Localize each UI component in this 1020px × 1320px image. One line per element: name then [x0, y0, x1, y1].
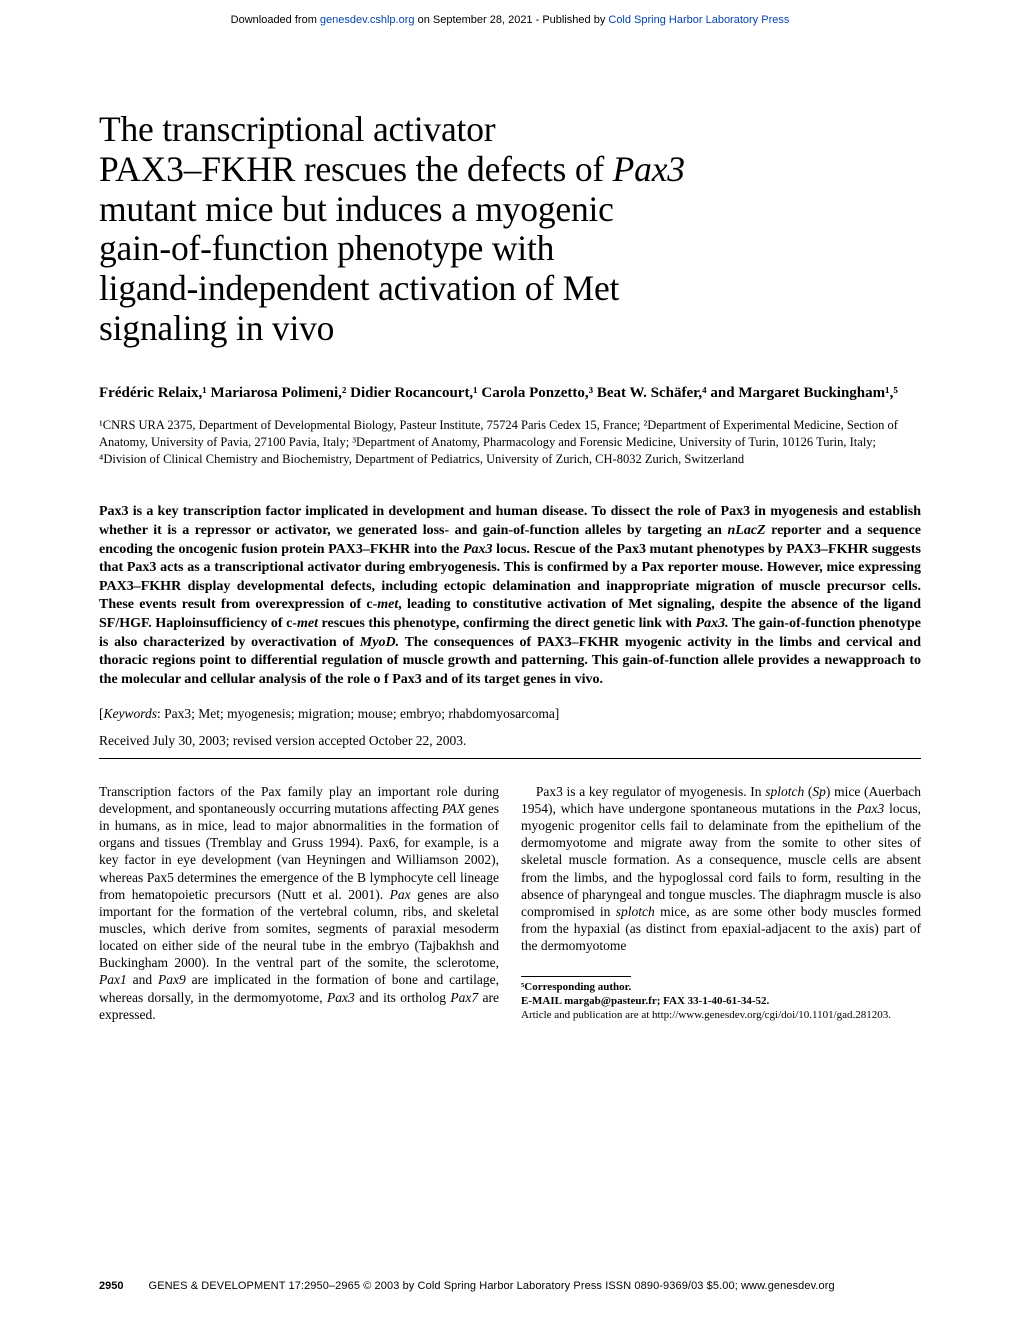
p1-i1: PAX	[442, 801, 465, 816]
abs-i1: nLacZ	[727, 523, 765, 538]
keywords: [Keywords: Pax3; Met; myogenesis; migrat…	[99, 705, 921, 723]
page-footer: 2950 GENES & DEVELOPMENT 17:2950–2965 © …	[99, 1280, 921, 1292]
body-para-1: Transcription factors of the Pax family …	[99, 783, 499, 1023]
p1-t6: and its ortholog	[355, 990, 451, 1005]
abs-i3: met	[377, 597, 398, 612]
abs-i6: MyoD.	[360, 635, 399, 650]
title-line-1: The transcriptional activator	[99, 109, 495, 149]
p2-i1: splotch	[765, 784, 804, 799]
affiliations: ¹CNRS URA 2375, Department of Developmen…	[99, 417, 921, 468]
p2-t1: Pax3 is a key regulator of myogenesis. I…	[536, 784, 765, 799]
p1-i4: Pax9	[158, 972, 186, 987]
p1-i6: Pax7	[450, 990, 478, 1005]
footnote-block: ⁵Corresponding author. E-MAIL margab@pas…	[521, 976, 921, 1022]
abs-i2: Pax3	[463, 542, 493, 557]
download-link1[interactable]: genesdev.cshlp.org	[320, 14, 415, 26]
p2-i4: splotch	[616, 904, 655, 919]
corresponding-author: ⁵Corresponding author.	[521, 981, 921, 995]
article-title: The transcriptional activator PAX3–FKHR …	[99, 110, 867, 349]
title-line-5: ligand-independent activation of Met	[99, 268, 619, 308]
p2-i3: Pax3	[857, 801, 885, 816]
download-prefix: Downloaded from	[231, 14, 320, 26]
contact-email: E-MAIL margab@pasteur.fr; FAX 33-1-40-61…	[521, 995, 921, 1009]
p1-i3: Pax1	[99, 972, 127, 987]
p1-t4: and	[127, 972, 158, 987]
abstract: Pax3 is a key transcription factor impli…	[99, 503, 921, 689]
title-line-2b: Pax3	[613, 149, 685, 189]
footnote-rule	[521, 976, 631, 977]
abs-i5: Pax3.	[696, 616, 729, 631]
download-bar: Downloaded from genesdev.cshlp.org on Se…	[0, 0, 1020, 32]
footer-citation: GENES & DEVELOPMENT 17:2950–2965 © 2003 …	[149, 1280, 835, 1292]
body-para-2: Pax3 is a key regulator of myogenesis. I…	[521, 783, 921, 954]
title-line-3: mutant mice but induces a myogenic	[99, 189, 614, 229]
page-number: 2950	[99, 1280, 123, 1292]
p1-t: Transcription factors of the Pax family …	[99, 784, 499, 816]
abs-i4: met	[297, 616, 318, 631]
p2-i2: Sp	[812, 784, 826, 799]
received-line: Received July 30, 2003; revised version …	[99, 732, 921, 750]
publication-note: Article and publication are at http://ww…	[521, 1009, 921, 1023]
p2-t4: locus, myogenic progenitor cells fail to…	[521, 801, 921, 919]
kw-items: : Pax3; Met; myogenesis; migration; mous…	[157, 706, 559, 721]
abs-t5: rescues this phenotype, confirming the d…	[318, 616, 696, 631]
authors: Frédéric Relaix,¹ Mariarosa Polimeni,² D…	[99, 383, 921, 403]
download-mid: on September 28, 2021 - Published by	[418, 14, 609, 26]
section-rule	[99, 758, 921, 759]
title-line-2a: PAX3–FKHR rescues the defects of	[99, 149, 613, 189]
body-columns: Transcription factors of the Pax family …	[99, 783, 921, 1023]
kw-label: Keywords	[104, 706, 158, 721]
title-line-4: gain-of-function phenotype with	[99, 228, 554, 268]
p1-i2: Pax	[390, 887, 411, 902]
download-link2[interactable]: Cold Spring Harbor Laboratory Press	[608, 14, 789, 26]
title-line-6: signaling in vivo	[99, 308, 334, 348]
p1-i5: Pax3	[327, 990, 355, 1005]
